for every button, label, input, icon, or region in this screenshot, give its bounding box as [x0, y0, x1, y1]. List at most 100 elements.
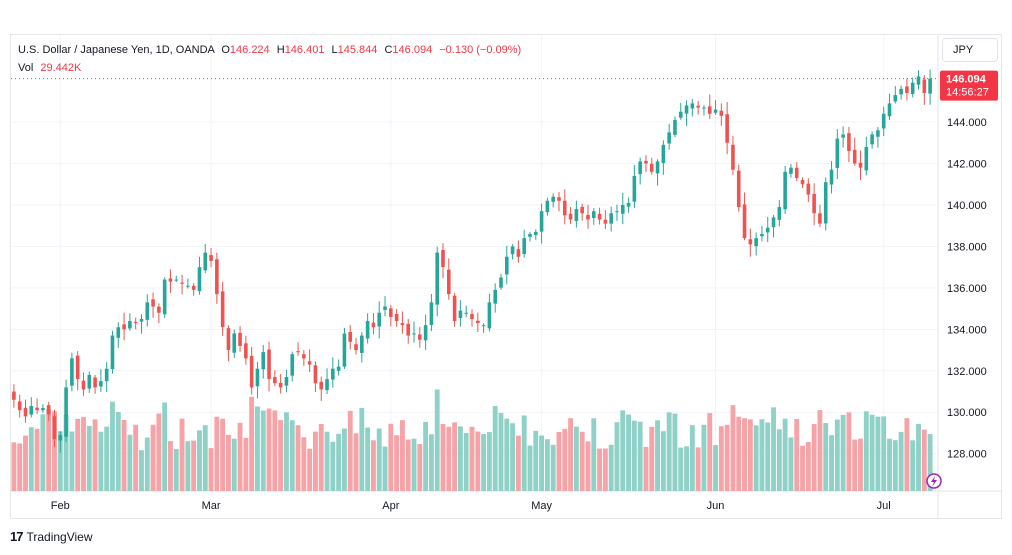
candle-body: [713, 109, 718, 113]
candle-body: [870, 134, 874, 145]
candle-body: [412, 333, 416, 335]
candle-body: [278, 382, 283, 388]
candle-body: [331, 368, 335, 380]
candle-body: [638, 161, 642, 175]
volume-bar: [307, 448, 313, 491]
candle-body: [655, 161, 660, 174]
x-tick-label: Feb: [51, 500, 70, 512]
candle-body: [226, 328, 231, 351]
candle-body: [725, 114, 729, 143]
legend-close-value: 146.094: [392, 44, 433, 56]
candle-body: [191, 285, 196, 290]
volume-bar: [591, 418, 597, 491]
volume-bar: [17, 443, 23, 491]
x-tick-label: May: [531, 500, 552, 512]
volume-bar: [631, 420, 637, 491]
volume-bar: [660, 431, 666, 491]
volume-bar: [713, 445, 718, 491]
candle-body: [209, 255, 213, 261]
candle-body: [93, 377, 97, 388]
candle-body: [771, 217, 776, 228]
volume-bar: [597, 448, 603, 491]
volume-bar: [817, 410, 823, 491]
volume-bar: [289, 420, 295, 491]
volume-bar: [139, 450, 144, 491]
volume-bar: [330, 441, 336, 491]
candle-body: [110, 335, 115, 370]
volume-bar: [104, 426, 110, 491]
candle-body: [157, 306, 161, 313]
candle-body: [748, 239, 753, 245]
volume-bar: [208, 448, 214, 491]
volume-bar: [788, 437, 794, 491]
candle-body: [823, 182, 828, 224]
candle-body: [841, 134, 845, 138]
volume-bar: [730, 405, 736, 491]
volume-bar: [678, 447, 684, 491]
volume-bar: [515, 435, 521, 491]
volume-bar: [81, 417, 86, 491]
candle-body: [684, 105, 689, 114]
candle-body: [238, 332, 242, 346]
volume-bar: [463, 432, 469, 491]
volume-bar: [510, 423, 516, 491]
volume-bar: [11, 442, 17, 491]
volume-bar: [852, 439, 858, 491]
volume-bar: [840, 414, 846, 491]
volume-bar: [863, 411, 869, 491]
volume-bar: [388, 423, 394, 491]
candle-body: [493, 289, 497, 304]
volume-bar: [608, 444, 614, 491]
candle-body: [928, 78, 932, 94]
volume-bar: [614, 422, 620, 491]
volume-bar: [98, 431, 104, 491]
volume-bar: [811, 424, 817, 491]
candle-body: [389, 308, 393, 317]
candle-body: [197, 267, 202, 292]
volume-bar: [46, 409, 52, 491]
volume-bar: [649, 426, 655, 491]
candle-body: [307, 361, 312, 365]
currency-button[interactable]: JPY: [942, 38, 998, 62]
candle-body: [568, 213, 573, 220]
candle-body: [35, 407, 39, 411]
volume-bar: [382, 446, 388, 491]
candle-body: [267, 349, 271, 380]
volume-bar: [626, 414, 632, 491]
candle-body: [876, 130, 880, 137]
candle-body: [371, 322, 376, 328]
candle-body: [881, 113, 886, 129]
volume-bar: [771, 407, 776, 491]
candle-body: [220, 291, 225, 328]
volume-bar: [202, 425, 208, 491]
candle-body: [719, 110, 724, 116]
volume-bar: [858, 438, 863, 491]
candle-body: [249, 355, 254, 388]
candle-body: [162, 279, 167, 315]
chart-frame: [10, 34, 1002, 519]
volume-bar: [127, 434, 133, 491]
volume-bar: [162, 402, 168, 491]
volume-bar: [226, 434, 231, 491]
volume-bar: [336, 433, 342, 491]
candle-body: [557, 197, 561, 201]
volume-bar: [579, 431, 585, 491]
candle-body: [400, 323, 405, 326]
candle-body: [754, 238, 758, 247]
volume-bar: [370, 440, 376, 491]
candle-body: [41, 408, 45, 411]
volume-bar: [324, 431, 330, 491]
volume-bar: [869, 414, 875, 491]
volume-bar: [121, 419, 127, 491]
tradingview-brand[interactable]: 17 TradingView: [10, 529, 93, 544]
volume-bar: [655, 420, 660, 491]
volume-bar: [800, 445, 805, 491]
candle-body: [133, 321, 138, 324]
volume-bar: [776, 429, 782, 491]
y-tick-label: 144.000: [947, 117, 987, 129]
volume-bar: [927, 434, 933, 491]
last-price-value: 146.094: [946, 74, 987, 86]
countdown-value: 14:56:27: [946, 87, 989, 99]
volume-bar: [539, 435, 545, 491]
